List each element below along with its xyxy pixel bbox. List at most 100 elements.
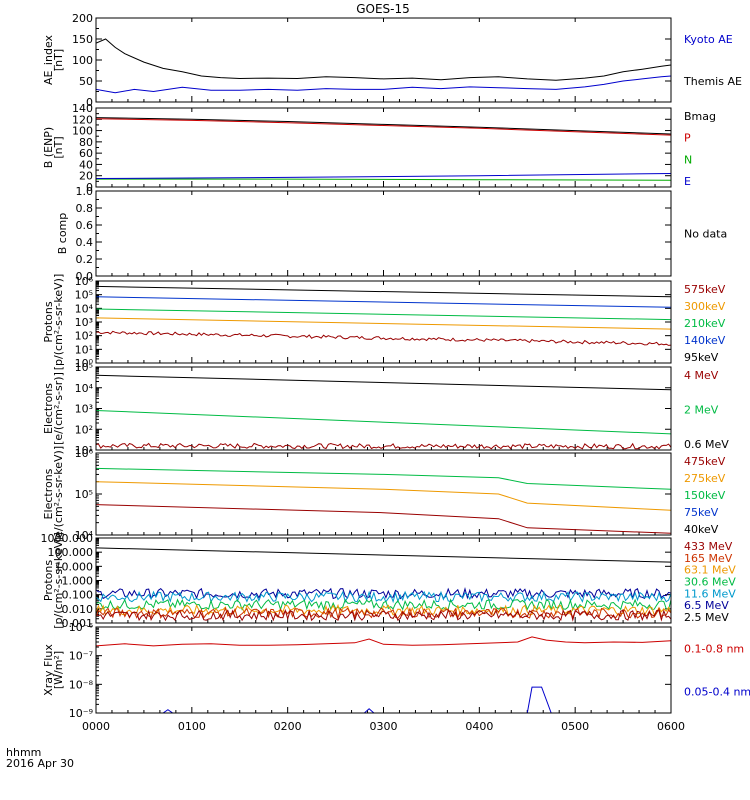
ytick-label-protons_high-2: 0.100: [62, 589, 94, 602]
ylabel-bcomp-0: B comp: [56, 213, 69, 255]
series-line-electrons_high-4-MeV: [96, 442, 671, 450]
legend-electrons_low-2: 150keV: [684, 489, 726, 502]
ylabel-xray-0: Xray Flux: [42, 644, 55, 696]
legend-protons_high-3: 30.6 MeV: [684, 576, 736, 589]
legend-xray-0: 0.1-0.8 nm: [684, 643, 744, 656]
panel-frame-bcomp: [95, 190, 672, 277]
panel-protons_low: 10⁰10¹10²10³10⁴10⁵10⁶Protons[p/(cm²-s-sr…: [42, 274, 726, 371]
series-line-protons_high-11-6-MeV: [96, 590, 671, 604]
ytick-label-protons_high-6: 1000.000: [41, 532, 94, 545]
ytick-label-benp-2: 40: [79, 158, 93, 171]
ytick-label-protons_high-3: 1.000: [62, 575, 94, 588]
ylabel-benp-0: B (ENP): [42, 127, 55, 168]
ytick-label-benp-6: 120: [72, 113, 93, 126]
ytick-label-electrons_low-1: 10⁵: [75, 488, 93, 501]
series-line-protons_high-2-5-MeV: [96, 547, 671, 563]
legend-protons_high-5: 6.5 MeV: [684, 599, 729, 612]
panel-frame-protons_low: [95, 280, 672, 364]
ytick-label-bcomp-1: 0.2: [76, 253, 94, 266]
series-line-electrons_high-0-6-MeV: [96, 374, 671, 391]
ytick-label-benp-1: 20: [79, 170, 93, 183]
ytick-label-xray-2: 10⁻⁷: [69, 650, 93, 663]
ytick-label-protons_low-1: 10¹: [75, 343, 93, 356]
ylabel-ae-0: AE_index: [42, 34, 55, 85]
legend-protons_high-0: 433 MeV: [684, 540, 733, 553]
series-line-xray-0-05-0-4-nm: [96, 686, 671, 713]
x-caption-hhmm: hhmm: [6, 746, 41, 759]
ylabel-protons_low-0: Protons: [42, 301, 55, 342]
legend-protons_high-4: 11.6 MeV: [684, 587, 736, 600]
legend-protons_high-1: 165 MeV: [684, 552, 733, 565]
xtick-label-2: 0200: [274, 720, 302, 733]
ytick-label-electrons_high-2: 10³: [75, 403, 93, 416]
ytick-label-electrons_high-3: 10⁴: [75, 382, 94, 395]
ytick-label-xray-0: 10⁻⁹: [69, 707, 93, 720]
legend-ae-1: Themis AE: [683, 75, 742, 88]
ytick-label-xray-3: 10⁻⁶: [69, 621, 94, 634]
ytick-label-bcomp-3: 0.6: [76, 219, 94, 232]
series-line-protons_low-575keV: [96, 330, 671, 346]
legend-electrons_low-0: 475keV: [684, 455, 726, 468]
series-line-benp-P: [96, 118, 671, 136]
ytick-label-protons_high-5: 100.000: [48, 546, 94, 559]
ytick-label-protons_high-0: 0.001: [62, 617, 94, 630]
ytick-label-protons_low-6: 10⁶: [75, 275, 94, 288]
ytick-label-bcomp-0: 0.0: [76, 270, 94, 283]
series-line-benp-E: [96, 173, 671, 179]
panel-frame-ae: [95, 17, 672, 103]
series-group-electrons_low: [96, 467, 671, 534]
ylabel-protons_high-0: Protons: [42, 560, 55, 601]
ytick-label-xray-1: 10⁻⁸: [69, 678, 94, 691]
panel-electrons_low: 10⁴ 10⁵ 10⁶ Electrons[e/(cm²-s-sr-keV)] 475k…: [42, 446, 726, 542]
xtick-label-1: 0100: [178, 720, 206, 733]
ytick-label-protons_low-4: 10⁴: [75, 302, 94, 315]
series-line-ae-Themis-AE: [96, 38, 671, 81]
series-line-electrons_low-150keV: [96, 467, 671, 490]
series-line-benp-Bmag: [96, 117, 671, 135]
legend-electrons_high-0: 4 MeV: [684, 369, 719, 382]
ylabel-protons_low-1: [p/(cm²-s-sr-keV)]: [52, 274, 65, 371]
ytick-label-bcomp-2: 0.4: [76, 236, 94, 249]
series-line-protons_low-95keV: [96, 285, 671, 298]
ytick-label-bcomp-5: 1.0: [76, 185, 94, 198]
legend-electrons_low-3: 75keV: [684, 506, 719, 519]
legend-protons_high-2: 63.1 MeV: [684, 564, 736, 577]
ytick-label-protons_low-0: 10⁰: [75, 357, 94, 370]
panel-electrons_high: 10¹ 10² 10³ 10⁴ 10⁵ Electrons[e/(cm²-s-sr)] 4 …: [42, 361, 729, 457]
series-line-protons_high-6-5-MeV: [96, 587, 671, 601]
ylabel-electrons_low-1: [e/(cm²-s-sr-keV)]: [52, 446, 65, 542]
panel-frame-xray: [95, 626, 672, 714]
series-line-benp-N: [96, 178, 671, 181]
ytick-label-protons_high-4: 10.000: [55, 560, 94, 573]
ytick-label-protons_high-1: 0.010: [62, 603, 94, 616]
ytick-label-ae-0: 0: [86, 96, 93, 109]
ytick-label-protons_low-5: 10⁵: [75, 289, 93, 302]
series-line-electrons_low-475keV: [96, 504, 671, 534]
x-axis: 0000 0100 0200 0300 0400 0500 0600: [82, 720, 685, 733]
ytick-label-electrons_high-0: 10¹: [75, 444, 93, 457]
ylabel-ae-1: [nT]: [52, 49, 65, 71]
xtick-label-4: 0400: [465, 720, 493, 733]
x-caption-date: 2016 Apr 30: [6, 757, 74, 770]
series-line-protons_low-210keV: [96, 308, 671, 321]
legend-bcomp-0: No data: [684, 228, 727, 241]
ylabel-protons_high-1: [p/(cm²-s-sr-keV)]: [52, 532, 65, 629]
legend-benp-2: N: [684, 153, 692, 166]
ytick-label-ae-3: 150: [72, 33, 93, 46]
xtick-label-5: 0500: [561, 720, 589, 733]
panel-frame-protons_high: [95, 537, 672, 624]
series-line-electrons_high-2-MeV: [96, 410, 671, 435]
panel-ae: 0 50 100 150 200 AE_index[nT] Kyoto AE Themis A…: [42, 12, 742, 109]
legend-protons_low-3: 140keV: [684, 334, 726, 347]
legend-protons_low-1: 300keV: [684, 300, 726, 313]
legend-electrons_high-2: 0.6 MeV: [684, 438, 729, 451]
legend-benp-3: E: [684, 175, 691, 188]
series-line-protons_low-140keV: [96, 296, 671, 308]
panel-bcomp: 0.0 0.2 0.4 0.6 0.8 1.0 B comp No data: [56, 185, 727, 283]
series-line-protons_high-30-6-MeV: [96, 598, 671, 612]
chart-title: GOES-15: [356, 2, 410, 16]
ylabel-xray-1: [W/m²]: [52, 651, 65, 689]
ytick-label-electrons_high-1: 10²: [75, 423, 93, 436]
series-line-protons_high-63-1-MeV: [96, 603, 671, 617]
